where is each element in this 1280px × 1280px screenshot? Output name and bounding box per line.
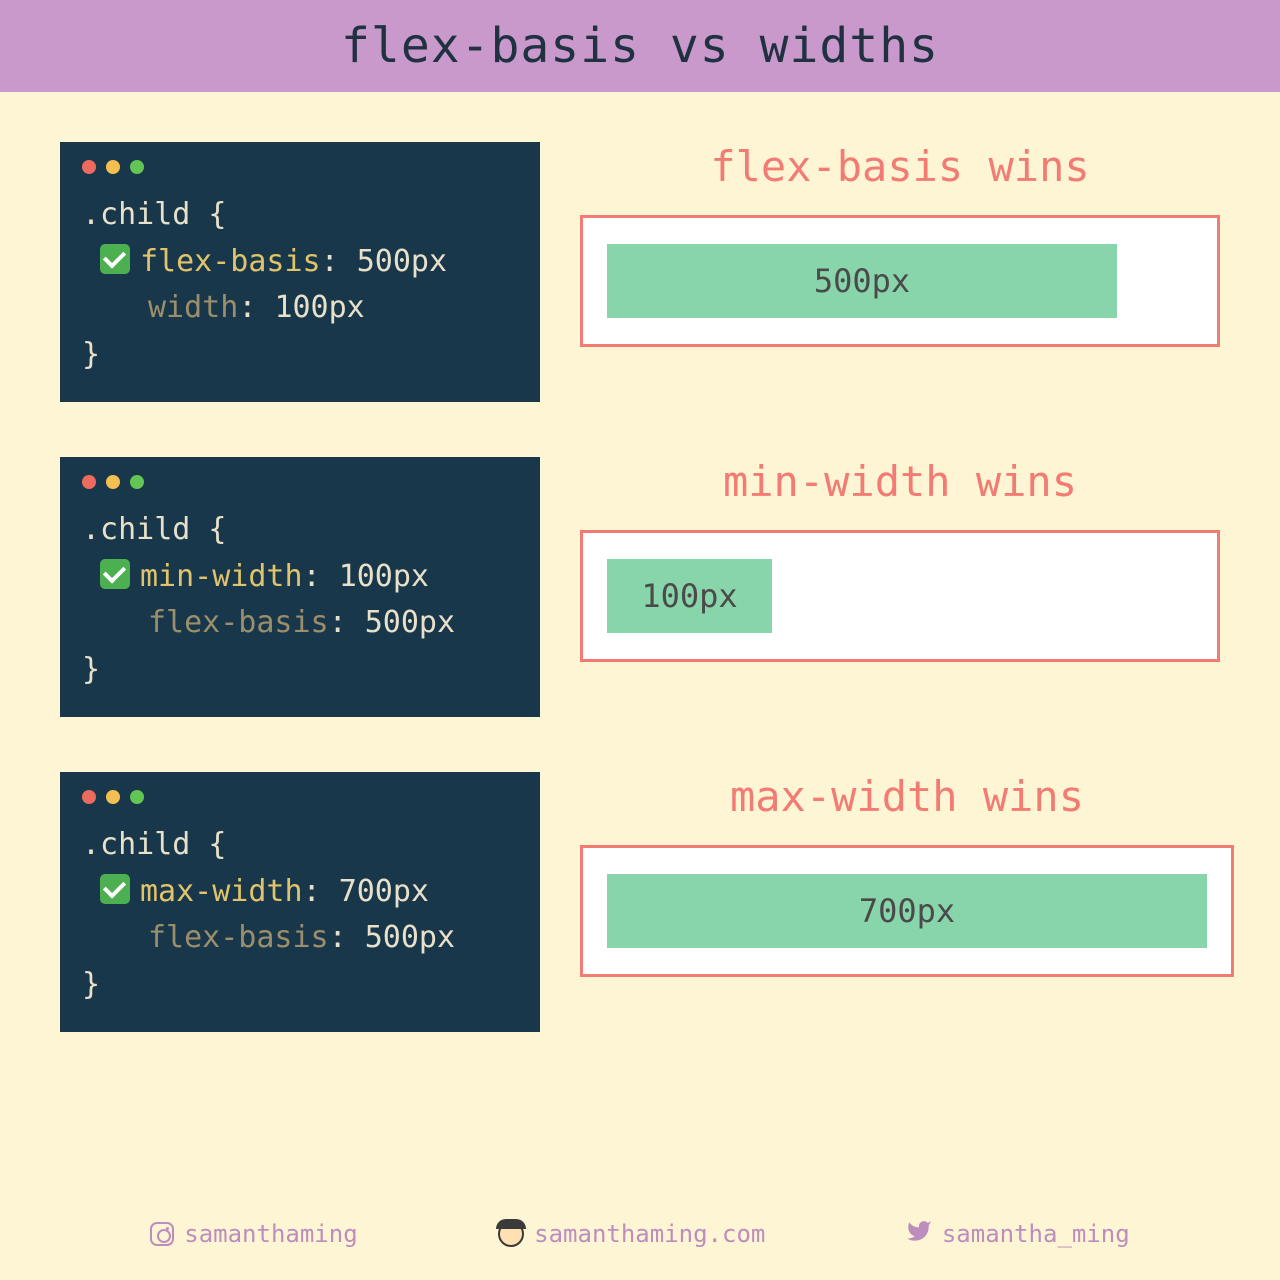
css-code: .child { flex-basis: 500px width: 100px … (82, 192, 518, 378)
minimize-icon (106, 475, 120, 489)
minimize-icon (106, 790, 120, 804)
result-container: 500px (580, 215, 1220, 347)
result-column: flex-basis wins 500px (580, 142, 1220, 347)
css-selector: .child (82, 197, 190, 232)
css-selector: .child (82, 827, 190, 862)
footer: samanthaming samanthaming.com samantha_m… (0, 1218, 1280, 1250)
website-link[interactable]: samanthaming.com (498, 1220, 765, 1248)
css-value: 500px (365, 605, 455, 640)
instagram-icon (150, 1222, 174, 1246)
winning-property: max-width (140, 874, 303, 909)
window-controls (82, 160, 518, 174)
width-bar: 700px (607, 874, 1207, 948)
example-row: .child { flex-basis: 500px width: 100px … (60, 142, 1220, 402)
code-snippet: .child { min-width: 100px flex-basis: 50… (60, 457, 540, 717)
css-code: .child { max-width: 700px flex-basis: 50… (82, 822, 518, 1008)
css-value: 500px (365, 920, 455, 955)
website-url: samanthaming.com (534, 1220, 765, 1248)
width-bar: 500px (607, 244, 1117, 318)
example-row: .child { min-width: 100px flex-basis: 50… (60, 457, 1220, 717)
check-icon (100, 559, 130, 589)
page-title: flex-basis vs widths (0, 0, 1280, 92)
css-code: .child { min-width: 100px flex-basis: 50… (82, 507, 518, 693)
close-icon (82, 160, 96, 174)
result-column: max-width wins 700px (580, 772, 1234, 977)
result-column: min-width wins 100px (580, 457, 1220, 662)
losing-property: flex-basis (148, 920, 329, 955)
twitter-link[interactable]: samantha_ming (906, 1218, 1130, 1250)
width-bar: 100px (607, 559, 772, 633)
minimize-icon (106, 160, 120, 174)
css-value: 100px (339, 559, 429, 594)
maximize-icon (130, 475, 144, 489)
winning-property: flex-basis (140, 244, 321, 279)
css-value: 100px (274, 290, 364, 325)
window-controls (82, 475, 518, 489)
losing-property: width (148, 290, 238, 325)
result-heading: max-width wins (580, 772, 1234, 821)
check-icon (100, 874, 130, 904)
result-container: 100px (580, 530, 1220, 662)
instagram-handle: samanthaming (184, 1220, 357, 1248)
css-value: 500px (357, 244, 447, 279)
result-container: 700px (580, 845, 1234, 977)
maximize-icon (130, 160, 144, 174)
code-snippet: .child { flex-basis: 500px width: 100px … (60, 142, 540, 402)
maximize-icon (130, 790, 144, 804)
window-controls (82, 790, 518, 804)
twitter-icon (906, 1218, 932, 1250)
instagram-link[interactable]: samanthaming (150, 1220, 357, 1248)
losing-property: flex-basis (148, 605, 329, 640)
winning-property: min-width (140, 559, 303, 594)
close-icon (82, 790, 96, 804)
twitter-handle: samantha_ming (942, 1220, 1130, 1248)
check-icon (100, 244, 130, 274)
result-heading: flex-basis wins (580, 142, 1220, 191)
close-icon (82, 475, 96, 489)
main-content: .child { flex-basis: 500px width: 100px … (0, 92, 1280, 1107)
code-snippet: .child { max-width: 700px flex-basis: 50… (60, 772, 540, 1032)
css-selector: .child (82, 512, 190, 547)
css-value: 700px (339, 874, 429, 909)
avatar-icon (498, 1221, 524, 1247)
example-row: .child { max-width: 700px flex-basis: 50… (60, 772, 1220, 1032)
result-heading: min-width wins (580, 457, 1220, 506)
